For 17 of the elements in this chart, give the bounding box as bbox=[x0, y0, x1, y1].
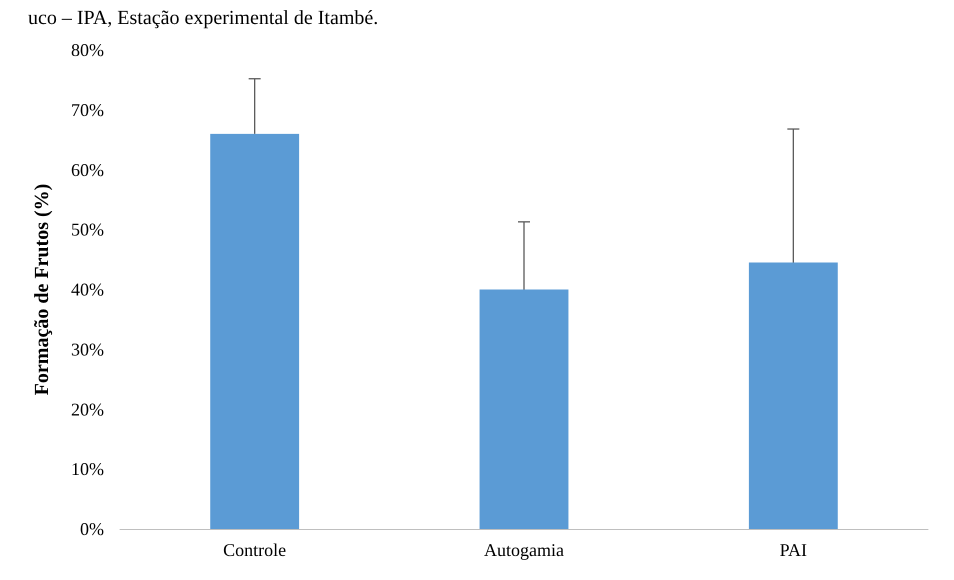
y-axis-title: Formação de Frutos (%) bbox=[31, 184, 53, 396]
y-tick-label: 30% bbox=[71, 339, 104, 360]
x-tick-label: Autogamia bbox=[484, 540, 564, 560]
x-tick-label: PAI bbox=[780, 540, 808, 560]
y-tick-label: 0% bbox=[80, 519, 104, 539]
y-tick-label: 50% bbox=[71, 220, 104, 240]
y-tick-label: 10% bbox=[71, 459, 104, 480]
y-tick-label: 40% bbox=[71, 280, 104, 300]
bar bbox=[210, 134, 300, 529]
bar bbox=[480, 290, 568, 529]
text: uco – IPA, Estação experimental de Itambé. bbox=[28, 7, 378, 29]
x-tick-label: Controle bbox=[223, 540, 286, 560]
y-tick-label: 70% bbox=[71, 100, 104, 120]
y-tick-label: 60% bbox=[71, 160, 104, 180]
y-tick-label: 20% bbox=[71, 399, 104, 420]
y-tick-label: 80% bbox=[71, 40, 104, 60]
bar bbox=[748, 262, 838, 529]
